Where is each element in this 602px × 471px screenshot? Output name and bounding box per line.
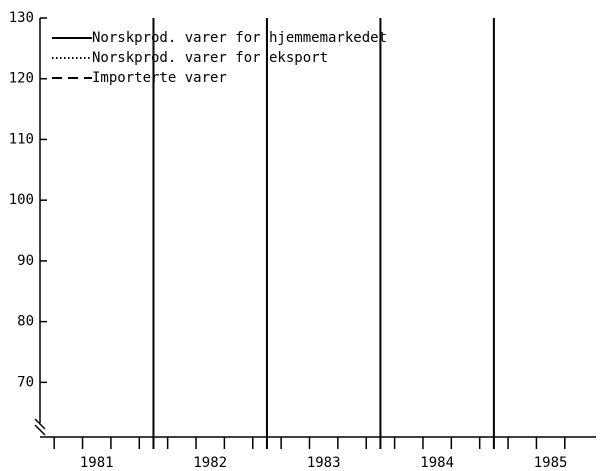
legend-label: Norskprod. varer for hjemmemarkedet — [92, 30, 387, 46]
axis-break — [34, 418, 46, 430]
y-tick-label: 90 — [17, 253, 34, 269]
y-tick-label: 120 — [9, 71, 34, 87]
x-tick-label: 1982 — [193, 455, 227, 471]
y-tick-label: 110 — [9, 131, 34, 147]
x-tick-label: 1985 — [534, 455, 568, 471]
y-tick-label: 70 — [17, 374, 34, 390]
axis-break — [34, 424, 46, 436]
x-tick-label: 1983 — [307, 455, 341, 471]
legend-label: Norskprod. varer for eksport — [92, 50, 328, 66]
y-tick-label: 100 — [9, 192, 34, 208]
x-tick-label: 1984 — [420, 455, 454, 471]
x-tick-label: 1981 — [80, 455, 114, 471]
legend-label: Importerte varer — [92, 70, 227, 86]
y-tick-label: 130 — [9, 10, 34, 26]
y-tick-label: 80 — [17, 314, 34, 330]
